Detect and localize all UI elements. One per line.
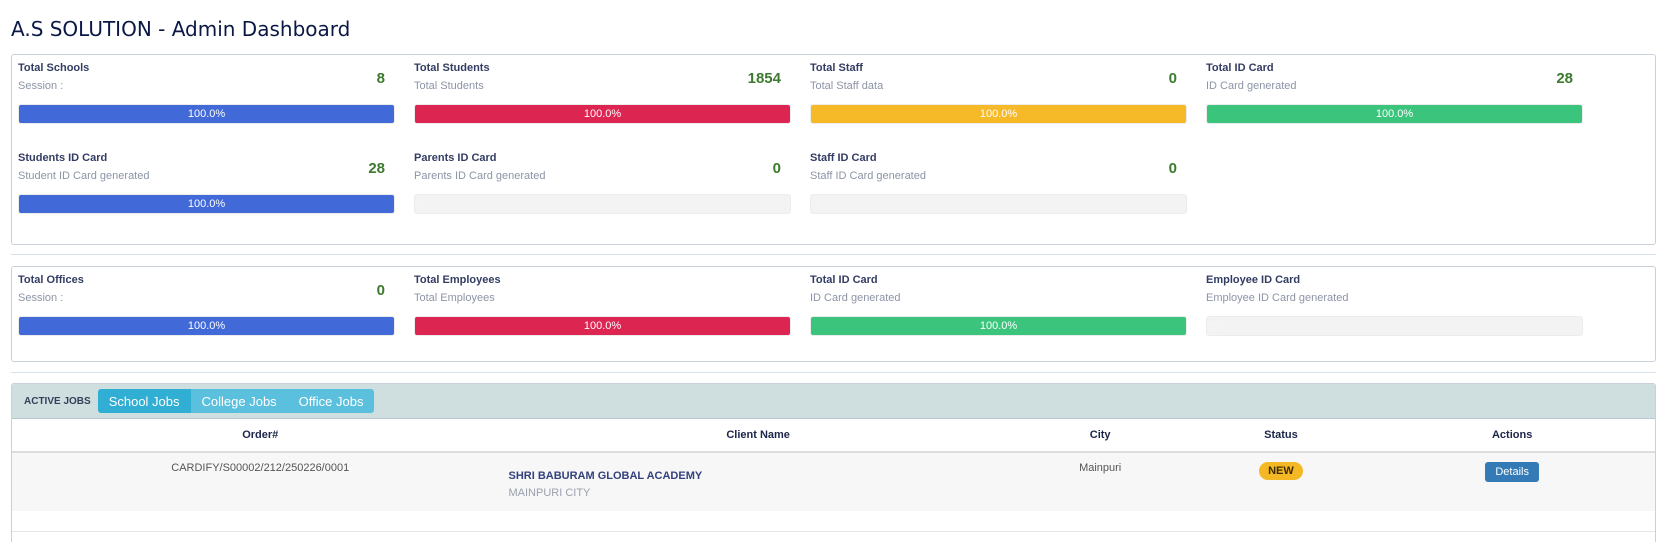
column-header-actions[interactable]: Actions [1369, 419, 1655, 453]
client-city: MAINPURI CITY [508, 487, 591, 499]
stat-value: 0 [772, 160, 781, 177]
column-header-order[interactable]: Order# [12, 419, 509, 453]
progress-fill: 100.0% [19, 317, 394, 335]
progress-bar: % [1206, 316, 1583, 336]
progress-fill: 100.0% [811, 317, 1186, 335]
column-header-client-name[interactable]: Client Name [508, 419, 1008, 453]
progress-bar: 100.0% [810, 316, 1187, 336]
stat-value: 0 [376, 282, 385, 299]
progress-bar: 100.0% [18, 104, 395, 124]
stat-label: Total ID Card [1206, 62, 1274, 74]
progress-fill: 100.0% [811, 105, 1186, 123]
divider [11, 254, 1656, 255]
stat-value: 1854 [747, 70, 781, 87]
table-row: CARDIFY/S00002/212/250226/0001 SHRI BABU… [12, 452, 1655, 511]
stat-parents-id-card: Parents ID Card Parents ID Card generate… [408, 145, 791, 225]
stat-label: Staff ID Card [810, 152, 877, 164]
tab-school-jobs[interactable]: School Jobs [97, 389, 191, 413]
progress-bar: 0 [414, 194, 791, 214]
stat-value: 0 [1168, 70, 1177, 87]
stat-label: Parents ID Card [414, 152, 497, 164]
school-stats-panel: Total Schools Session : 8 100.0% Total S… [11, 54, 1656, 245]
stat-sublabel: Total Students [414, 80, 484, 92]
stat-sublabel: Employee ID Card generated [1206, 292, 1349, 304]
stat-sublabel: ID Card generated [1206, 80, 1297, 92]
stat-label: Total Schools [18, 62, 90, 74]
stat-sublabel: ID Card generated [810, 292, 901, 304]
stat-label: Total ID Card [810, 274, 878, 286]
table-header-row: Order# Client Name City Status Actions [12, 419, 1655, 453]
stat-sublabel: Parents ID Card generated [414, 170, 546, 182]
stat-value: 8 [376, 70, 385, 87]
active-jobs-header: ACTIVE JOBS School Jobs College Jobs Off… [12, 384, 1655, 419]
progress-bar: 100.0% [414, 316, 791, 336]
stat-label: Total Students [414, 62, 490, 74]
column-header-city[interactable]: City [1007, 419, 1193, 453]
stat-value: 0 [1168, 160, 1177, 177]
progress-fill: 100.0% [19, 195, 394, 213]
stat-label: Employee ID Card [1206, 274, 1301, 286]
progress-fill: 100.0% [19, 105, 394, 123]
order-number: CARDIFY/S00002/212/250226/0001 [12, 452, 509, 511]
stat-sublabel: Session : [18, 80, 64, 92]
client-name: SHRI BABURAM GLOBAL ACADEMY [508, 470, 703, 482]
jobs-tabs: School Jobs College Jobs Office Jobs [97, 389, 375, 413]
stat-total-schools: Total Schools Session : 8 100.0% [12, 55, 395, 135]
stat-label: Total Offices [18, 274, 84, 286]
progress-bar: 100.0% [18, 194, 395, 214]
divider [11, 372, 1656, 373]
progress-bar: 100.0% [810, 104, 1187, 124]
progress-fill: 0 [812, 198, 819, 210]
progress-bar: 100.0% [18, 316, 395, 336]
progress-bar: 0 [810, 194, 1187, 214]
stat-label: Total Employees [414, 274, 501, 286]
stat-office-total-id-card: Total ID Card ID Card generated 100.0% [804, 267, 1187, 347]
stat-value: 28 [368, 160, 385, 177]
table-filler-row [12, 511, 1655, 532]
progress-fill: % [1208, 320, 1218, 332]
active-jobs-title: ACTIVE JOBS [24, 395, 91, 407]
city: Mainpuri [1007, 452, 1193, 511]
stat-sublabel: Session : [18, 292, 64, 304]
tab-office-jobs[interactable]: Office Jobs [287, 389, 375, 413]
stat-sublabel: Student ID Card generated [18, 170, 150, 182]
progress-bar: 100.0% [1206, 104, 1583, 124]
stat-students-id-card: Students ID Card Student ID Card generat… [12, 145, 395, 225]
stat-sublabel: Total Employees [414, 292, 495, 304]
stat-label: Students ID Card [18, 152, 108, 164]
status-cell: NEW [1192, 452, 1370, 511]
stat-sublabel: Total Staff data [810, 80, 884, 92]
client-cell: SHRI BABURAM GLOBAL ACADEMY MAINPURI CIT… [508, 452, 1008, 511]
office-stats-panel: Total Offices Session : 0 100.0% Total E… [11, 266, 1656, 362]
actions-cell: Details [1369, 452, 1655, 511]
stat-total-id-card: Total ID Card ID Card generated 28 100.0… [1200, 55, 1583, 135]
column-header-status[interactable]: Status [1192, 419, 1370, 453]
tab-college-jobs[interactable]: College Jobs [190, 389, 288, 413]
progress-fill: 0 [416, 198, 423, 210]
status-badge: NEW [1259, 462, 1303, 480]
stat-total-offices: Total Offices Session : 0 100.0% [12, 267, 395, 347]
progress-fill: 100.0% [1207, 105, 1582, 123]
jobs-table: Order# Client Name City Status Actions C… [12, 419, 1655, 532]
progress-fill: 100.0% [415, 317, 790, 335]
stat-total-students: Total Students Total Students 1854 100.0… [408, 55, 791, 135]
progress-bar: 100.0% [414, 104, 791, 124]
details-button[interactable]: Details [1485, 462, 1539, 482]
stat-sublabel: Staff ID Card generated [810, 170, 926, 182]
stat-label: Total Staff [810, 62, 863, 74]
active-jobs-panel: ACTIVE JOBS School Jobs College Jobs Off… [11, 383, 1656, 542]
stat-total-employees: Total Employees Total Employees 100.0% [408, 267, 791, 347]
progress-fill: 100.0% [415, 105, 790, 123]
page-title: A.S SOLUTION - Admin Dashboard [11, 17, 351, 41]
stat-employee-id-card: Employee ID Card Employee ID Card genera… [1200, 267, 1583, 347]
stat-value: 28 [1556, 70, 1573, 87]
stat-staff-id-card: Staff ID Card Staff ID Card generated 0 … [804, 145, 1187, 225]
stat-total-staff: Total Staff Total Staff data 0 100.0% [804, 55, 1187, 135]
